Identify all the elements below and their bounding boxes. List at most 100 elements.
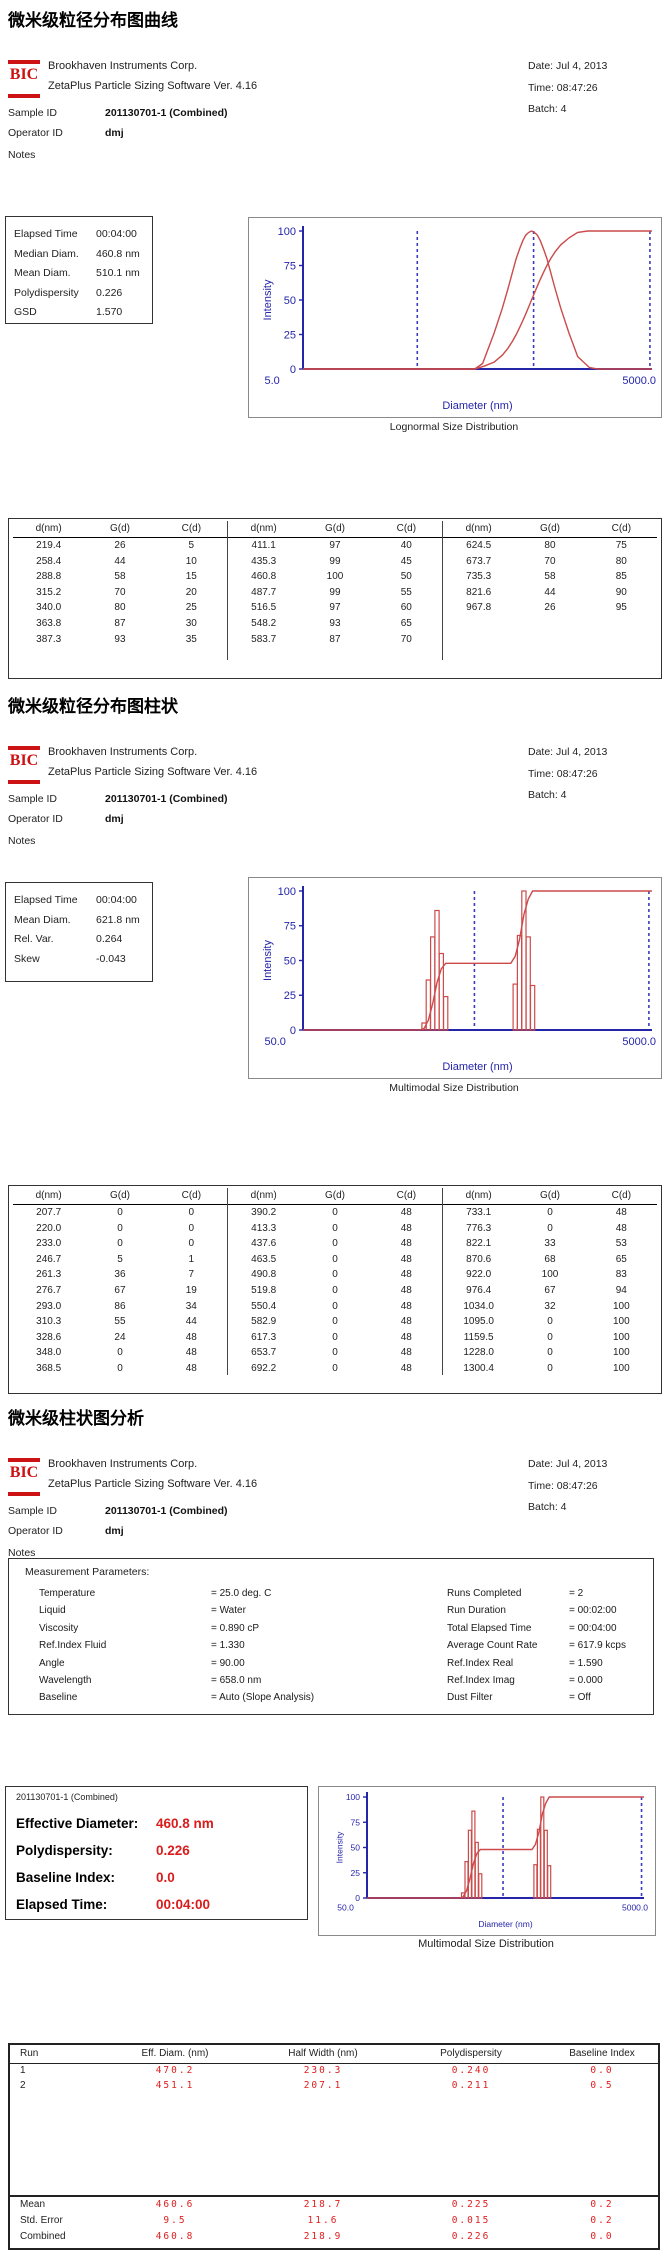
table-cell: 0.0 — [590, 2065, 614, 2076]
software-version: ZetaPlus Particle Sizing Software Ver. 4… — [48, 766, 258, 778]
table-cell: 30 — [185, 617, 197, 629]
table-cell: 0.015 — [451, 2215, 491, 2226]
kv-row: Wavelength = 658.0 nm — [39, 1672, 439, 1689]
kv-row: Ref.Index Real = 1.590 — [447, 1655, 662, 1672]
multimodal-distribution-table: d(nm) G(d) C(d) 207.7 0 0 220.0 0 0 233.0 0 0 246.7 5… — [8, 1185, 662, 1394]
table-cell: 0 — [332, 1269, 338, 1281]
kv-row: Ref.Index Fluid = 1.330 — [39, 1637, 439, 1654]
kv-label: Dust Filter — [447, 1692, 493, 1704]
kv-label: Rel. Var. — [14, 933, 54, 945]
company-name: Brookhaven Instruments Corp. — [48, 60, 198, 72]
table-cell: 48 — [615, 1222, 627, 1234]
svg-text:100: 100 — [278, 226, 296, 238]
table-cell: 33 — [544, 1238, 556, 1250]
table-cell: 0 — [332, 1253, 338, 1265]
software-version: ZetaPlus Particle Sizing Software Ver. 4… — [48, 80, 258, 92]
table-row: 413.3 0 48 — [228, 1221, 442, 1237]
table-cell: 624.5 — [466, 540, 492, 551]
table-row: 617.3 0 48 — [228, 1330, 442, 1346]
table-cell: 34 — [185, 1300, 197, 1312]
kv-row: Viscosity = 0.890 cP — [39, 1620, 439, 1637]
table-cell: 0.5 — [590, 2079, 614, 2091]
table-cell: 45 — [400, 555, 412, 567]
table-cell: 976.4 — [466, 1284, 492, 1296]
table-cell: 822.1 — [466, 1238, 492, 1250]
table-cell: 0 — [547, 1222, 553, 1234]
table-row: 390.2 0 48 — [228, 1205, 442, 1221]
lognormal-chart: 0 25 50 75 100 5.0 5000.0 Diameter (nm) Intensit… — [248, 217, 662, 418]
sample-id-label: Sample ID — [8, 107, 58, 119]
table-cell: 0 — [332, 1347, 338, 1359]
table-row: 363.8 87 30 — [13, 616, 227, 632]
table-cell: 207.7 — [36, 1207, 62, 1218]
table-cell: 100 — [612, 1362, 630, 1374]
table-cell: 435.3 — [251, 555, 277, 567]
kv-value: = 00:04:00 — [569, 1622, 617, 1634]
kv-row: Polydispersity: 0.226 — [16, 1837, 302, 1864]
table-cell: 261.3 — [36, 1269, 62, 1281]
table-row: 1034.0 32 100 — [443, 1299, 657, 1315]
batch-label: Batch: 4 — [528, 103, 567, 115]
table-cell: 1228.0 — [463, 1347, 494, 1359]
table-cell: 48 — [185, 1347, 197, 1359]
table-cell: 276.7 — [36, 1284, 62, 1296]
table-group: d(nm) G(d) C(d) 390.2 0 48 413.3 0 48 437.6 0 48 463… — [228, 1188, 442, 1391]
table-cell: 0 — [332, 1222, 338, 1234]
kv-value: = 0.000 — [569, 1675, 603, 1687]
svg-text:5.0: 5.0 — [265, 375, 280, 387]
kv-label: Elapsed Time — [14, 228, 78, 240]
kv-row: Rel. Var. 0.264 — [14, 930, 146, 950]
table-cell: 90 — [615, 586, 627, 598]
svg-text:Intensity: Intensity — [262, 940, 274, 981]
kv-row: Effective Diameter: 460.8 nm — [16, 1810, 302, 1837]
table-row: 653.7 0 48 — [228, 1345, 442, 1361]
table-cell: 48 — [400, 1362, 412, 1374]
table-cell: 219.4 — [36, 540, 62, 551]
kv-value: 0.226 — [96, 286, 123, 299]
kv-row: Baseline Index: 0.0 — [16, 1864, 302, 1891]
kv-label: Average Count Rate — [447, 1640, 538, 1652]
table-cell: Combined — [20, 2231, 66, 2242]
table-cell: 20 — [185, 586, 197, 598]
table-cell: 0.2 — [590, 2199, 614, 2210]
runs-results-table: Run Eff. Diam. (nm) Half Width (nm) Polydis… — [8, 2043, 660, 2250]
table-group: d(nm) G(d) C(d) 624.5 80 75 673.7 70 80 735.3 58 85… — [443, 521, 657, 676]
table-row: 233.0 0 0 — [13, 1236, 227, 1252]
table-cell: 0 — [332, 1300, 338, 1312]
svg-text:75: 75 — [284, 260, 296, 272]
table-cell: 50 — [400, 571, 412, 583]
measurement-parameters-right: Runs Completed = 2 Run Duration = 00:02:00 T… — [447, 1585, 662, 1707]
table-cell: 0 — [332, 1362, 338, 1374]
kv-label: Median Diam. — [14, 247, 79, 260]
table-row: 733.1 0 48 — [443, 1205, 657, 1221]
table-cell: 582.9 — [251, 1316, 277, 1328]
kv-value: = Water — [211, 1605, 246, 1617]
table-cell: 548.2 — [251, 617, 277, 629]
table-row: 548.2 93 65 — [228, 616, 442, 632]
group-divider — [227, 1188, 228, 1375]
table-cell: 87 — [329, 633, 341, 645]
operator-id-label: Operator ID — [8, 813, 63, 825]
table-row: 437.6 0 48 — [228, 1236, 442, 1252]
table-cell: 85 — [615, 571, 627, 583]
table-group: d(nm) G(d) C(d) 733.1 0 48 776.3 0 48 822.1 33 53 87… — [443, 1188, 657, 1391]
table-cell: 0 — [188, 1207, 195, 1218]
kv-label: Mean Diam. — [14, 267, 71, 279]
svg-text:50: 50 — [284, 955, 296, 967]
table-row: 822.1 33 53 — [443, 1236, 657, 1252]
table-cell: 0.0 — [590, 2231, 614, 2242]
table-cell: 1159.5 — [463, 1331, 494, 1343]
table-cell: 48 — [400, 1300, 412, 1312]
table-row: 967.8 26 95 — [443, 600, 657, 616]
table-cell: Std. Error — [20, 2215, 63, 2226]
kv-row: Temperature = 25.0 deg. C — [39, 1585, 439, 1602]
kv-row: Total Elapsed Time = 00:04:00 — [447, 1620, 662, 1637]
operator-id-label: Operator ID — [8, 1525, 63, 1537]
table-cell: 83 — [615, 1269, 627, 1281]
table-cell: 100 — [612, 1316, 630, 1328]
table-cell: 437.6 — [251, 1238, 277, 1250]
table-cell: 26 — [114, 540, 126, 551]
table-row: 516.5 97 60 — [228, 600, 442, 616]
table-row: 288.8 58 15 — [13, 569, 227, 585]
lognormal-stats-box: Elapsed Time 00:04:00 Median Diam. 460.8 nm… — [5, 216, 153, 324]
